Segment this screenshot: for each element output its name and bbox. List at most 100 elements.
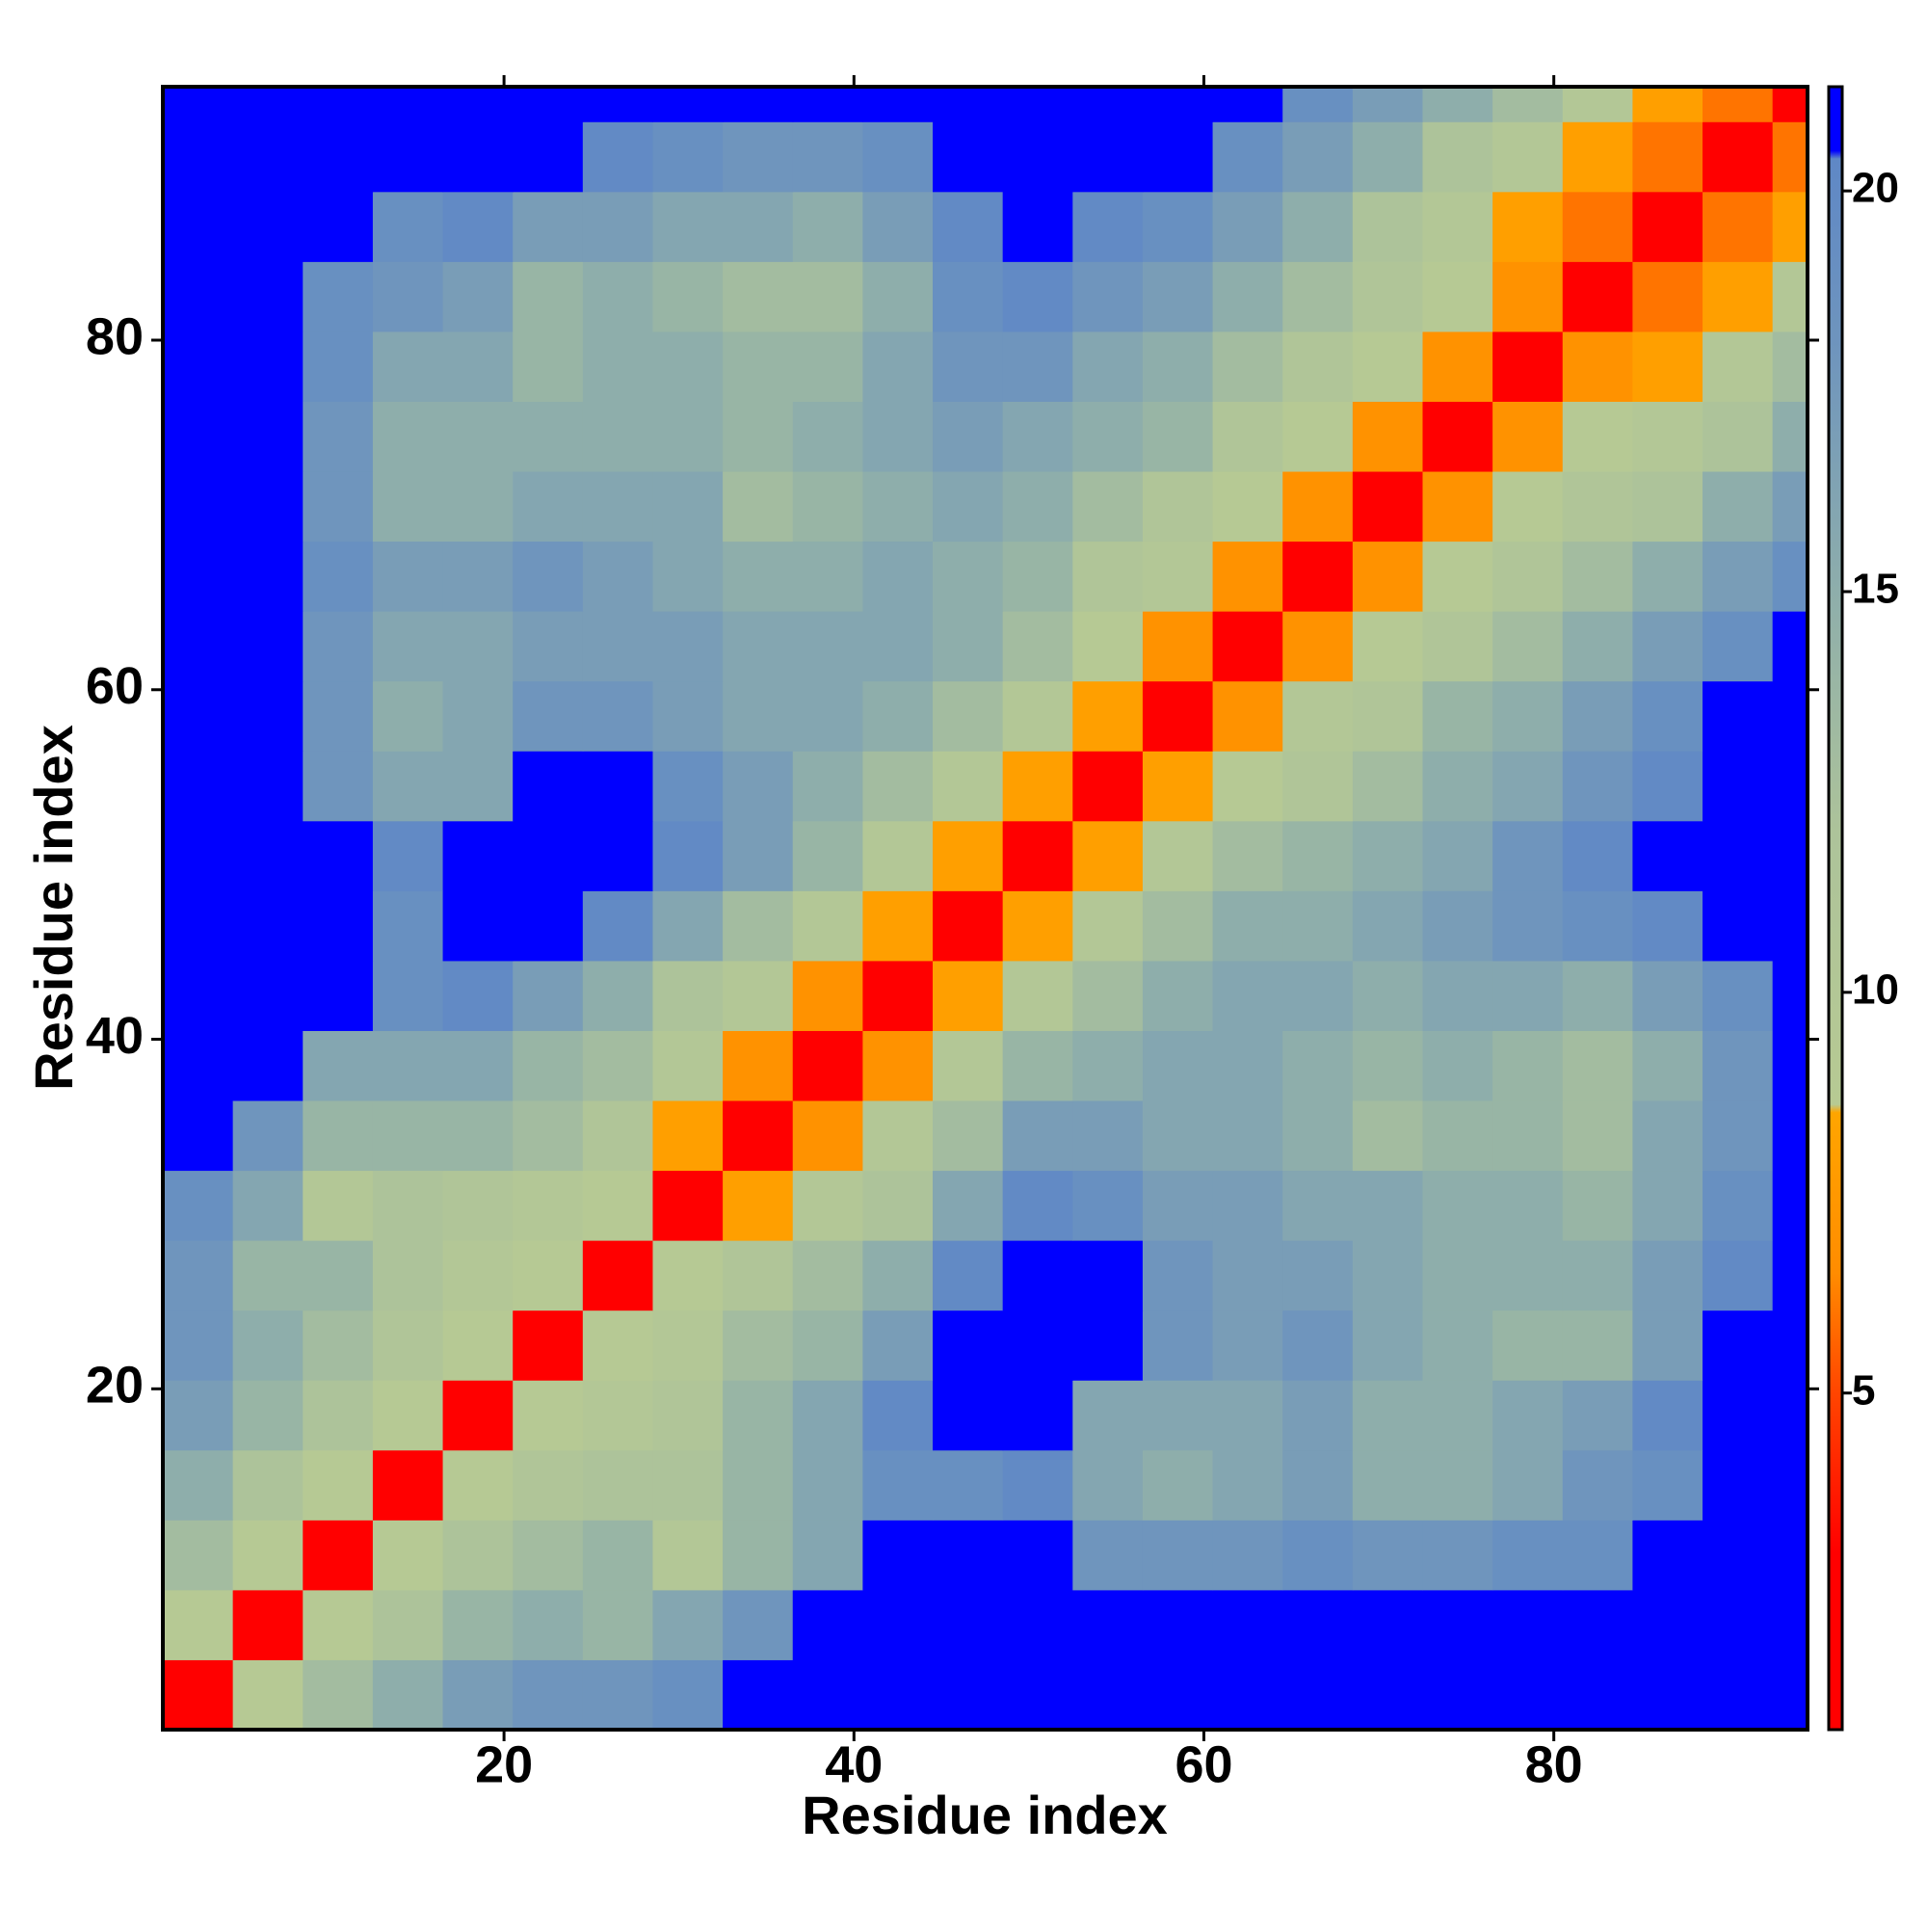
heatmap-cell (442, 1589, 514, 1660)
heatmap-cell (442, 1170, 514, 1241)
heatmap-cell (652, 87, 724, 122)
heatmap-cell (1072, 751, 1144, 822)
heatmap-cell (723, 1520, 794, 1591)
heatmap-cell (372, 890, 444, 962)
heatmap-cell (1072, 1589, 1144, 1660)
heatmap-cell (1072, 541, 1144, 612)
heatmap-cell (1422, 1520, 1493, 1591)
heatmap-cell (1632, 1170, 1703, 1241)
heatmap-cell (232, 611, 304, 682)
heatmap-cell (1072, 820, 1144, 891)
heatmap-cell (652, 890, 724, 962)
heatmap-cell (1072, 680, 1144, 752)
heatmap-cell (652, 1240, 724, 1311)
heatmap-cell (582, 1659, 653, 1731)
heatmap-cell (582, 87, 653, 122)
heatmap-cell (652, 1310, 724, 1381)
heatmap-cell (1422, 191, 1493, 262)
heatmap-cell (1703, 541, 1774, 612)
heatmap-cell (372, 87, 444, 122)
heatmap-cell (862, 1310, 934, 1381)
heatmap-cell (792, 471, 863, 543)
heatmap-cell (1002, 960, 1073, 1031)
heatmap-cell (723, 471, 794, 543)
heatmap-cell (303, 751, 374, 822)
heatmap-cell (1703, 1380, 1774, 1451)
heatmap-cell (723, 87, 794, 122)
heatmap-cell (933, 1170, 1004, 1241)
heatmap-cell (933, 261, 1004, 332)
heatmap-cell (933, 960, 1004, 1031)
heatmap-cell (1632, 1380, 1703, 1451)
heatmap-cell (792, 401, 863, 472)
heatmap-cell (1703, 191, 1774, 262)
heatmap-cell (1632, 331, 1703, 402)
heatmap-cell (1772, 1380, 1808, 1451)
heatmap-cell (1492, 261, 1564, 332)
heatmap-cell (303, 820, 374, 891)
heatmap-cell (513, 191, 584, 262)
heatmap-cell (513, 1030, 584, 1101)
heatmap-cell (792, 611, 863, 682)
heatmap-cell (1492, 611, 1564, 682)
heatmap-cell (1562, 1449, 1633, 1521)
heatmap-cell (933, 191, 1004, 262)
heatmap-cell (1422, 541, 1493, 612)
heatmap-cell (1142, 611, 1214, 682)
heatmap-cell (232, 1170, 304, 1241)
heatmap-cell (1352, 401, 1423, 472)
heatmap-cell (1492, 1520, 1564, 1591)
heatmap-cell (933, 121, 1004, 193)
y-tick-label: 20 (86, 1357, 144, 1415)
heatmap-cell (442, 680, 514, 752)
heatmap-cell (1282, 261, 1354, 332)
heatmap-cell (372, 1100, 444, 1172)
heatmap-cell (1562, 121, 1633, 193)
heatmap-cell (163, 401, 234, 472)
heatmap-cell (1352, 611, 1423, 682)
heatmap-cell (1352, 1589, 1423, 1660)
heatmap-cell (652, 1520, 724, 1591)
heatmap-cell (1703, 1100, 1774, 1172)
heatmap-cell (1562, 541, 1633, 612)
heatmap-cell (1142, 1170, 1214, 1241)
heatmap-cell (1282, 1520, 1354, 1591)
heatmap-cell (1492, 751, 1564, 822)
heatmap-cell (723, 1380, 794, 1451)
heatmap-cell (1072, 1100, 1144, 1172)
heatmap-cell (933, 1589, 1004, 1660)
heatmap-cell (1142, 1240, 1214, 1311)
heatmap-cell (1212, 121, 1283, 193)
heatmap-cell (652, 471, 724, 543)
heatmap-cell (652, 261, 724, 332)
heatmap-cell (372, 191, 444, 262)
heatmap-cell (232, 87, 304, 122)
heatmap-cell (1422, 87, 1493, 122)
heatmap-cell (303, 611, 374, 682)
heatmap-cell (723, 541, 794, 612)
heatmap-cell (933, 820, 1004, 891)
heatmap-cell (1492, 1170, 1564, 1241)
heatmap-cell (513, 1310, 584, 1381)
heatmap-cell (1002, 1449, 1073, 1521)
heatmap-cell (1282, 820, 1354, 891)
heatmap-cell (1002, 471, 1073, 543)
heatmap-cell (303, 1520, 374, 1591)
heatmap-cell (1212, 191, 1283, 262)
heatmap-cell (1562, 401, 1633, 472)
heatmap-cell (1772, 331, 1808, 402)
heatmap-cell (582, 1449, 653, 1521)
heatmap-cell (862, 820, 934, 891)
heatmap-cell (1772, 261, 1808, 332)
heatmap-cell (232, 1520, 304, 1591)
heatmap-cell (372, 1170, 444, 1241)
heatmap-cell (1212, 680, 1283, 752)
heatmap-cell (1703, 751, 1774, 822)
heatmap-cell (862, 1589, 934, 1660)
heatmap-cell (1492, 1240, 1564, 1311)
heatmap-cell (1772, 191, 1808, 262)
heatmap-cell (1212, 611, 1283, 682)
heatmap-cell (163, 541, 234, 612)
heatmap-cell (1422, 401, 1493, 472)
heatmap-cell (723, 401, 794, 472)
